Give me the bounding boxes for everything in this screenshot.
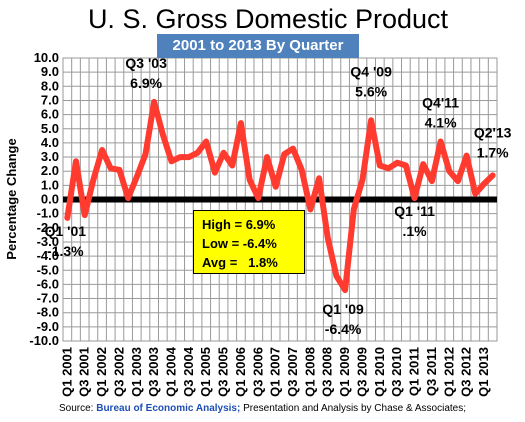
stats-low: Low = -6.4% xyxy=(202,236,277,251)
point-annotation: Q1 '09 -6.4% xyxy=(322,301,364,337)
annotation-line: 6.9% xyxy=(130,75,162,91)
source-note: Source: Bureau of Economic Analysis; Pre… xyxy=(0,403,525,414)
y-tick-label: 1.0 xyxy=(41,177,59,192)
x-tick-label: Q1 2013 xyxy=(476,347,491,397)
y-tick-label: 3.0 xyxy=(41,149,59,164)
point-annotation: Q4 '09 5.6% xyxy=(350,63,392,99)
point-annotation: Q1 '01 -1.3% xyxy=(45,223,87,259)
x-tick-label: Q3 2004 xyxy=(181,346,196,397)
y-tick-label: 0.0 xyxy=(41,192,59,207)
x-tick-label: Q3 2011 xyxy=(424,347,439,396)
x-tick-label: Q1 2002 xyxy=(94,347,109,397)
y-tick-label: -10.0 xyxy=(29,333,59,348)
stats-high: High = 6.9% xyxy=(202,217,276,232)
x-tick-label: Q3 2003 xyxy=(146,347,161,397)
annotation-line: 5.6% xyxy=(355,83,387,99)
x-tick-label: Q1 2009 xyxy=(337,347,352,397)
x-tick-label: Q1 2004 xyxy=(164,346,179,397)
x-tick-label: Q3 2002 xyxy=(111,347,126,397)
x-tick-label: Q3 2008 xyxy=(320,347,335,397)
y-ticks: 10.09.08.07.06.05.04.03.02.01.00.0-1.0-2… xyxy=(29,50,59,348)
y-tick-label: 4.0 xyxy=(41,135,59,150)
x-tick-label: Q1 2010 xyxy=(372,347,387,397)
point-annotation: Q4'11 4.1% xyxy=(422,94,459,130)
y-tick-label: 2.0 xyxy=(41,163,59,178)
x-tick-label: Q3 2001 xyxy=(77,347,92,397)
annotation-line: Q3 '03 xyxy=(125,55,167,71)
annotation-line: -6.4% xyxy=(325,321,362,337)
x-tick-label: Q1 2006 xyxy=(233,347,248,397)
y-tick-label: 10.0 xyxy=(34,50,59,65)
point-annotation: Q1 '11 .1% xyxy=(394,203,435,239)
y-tick-label: -8.0 xyxy=(37,305,59,320)
x-tick-label: Q3 2012 xyxy=(459,347,474,397)
annotation-line: Q1 '09 xyxy=(322,301,364,317)
x-tick-label: Q1 2008 xyxy=(302,347,317,397)
x-tick-label: Q1 2005 xyxy=(198,347,213,397)
x-tick-label: Q1 2011 xyxy=(407,347,422,396)
source-prefix: Source: xyxy=(58,403,94,414)
y-tick-label: -5.0 xyxy=(37,262,59,277)
annotation-line: Q4'11 xyxy=(422,94,459,110)
annotation-line: -1.3% xyxy=(47,243,84,259)
x-tick-label: Q3 2005 xyxy=(216,347,231,397)
point-annotation: Q2'13 1.7% xyxy=(474,124,512,160)
y-tick-label: 8.0 xyxy=(41,78,59,93)
annotation-line: 1.7% xyxy=(477,144,509,160)
series xyxy=(64,98,496,294)
x-tick-label: Q1 2003 xyxy=(129,347,144,397)
stats-avg: Avg = 1.8% xyxy=(202,255,278,270)
y-tick-label: 9.0 xyxy=(41,64,59,79)
chart-title: U. S. Gross Domestic Product xyxy=(88,4,449,34)
y-tick-label: -9.0 xyxy=(37,319,59,334)
y-tick-label: -3.0 xyxy=(37,234,59,249)
x-tick-label: Q3 2007 xyxy=(285,347,300,397)
x-tick-label: Q3 2010 xyxy=(389,347,404,397)
y-axis-label: Percentage Change xyxy=(4,138,19,259)
x-tick-label: Q1 2001 xyxy=(59,347,74,397)
gdp-series-line xyxy=(64,98,496,294)
annotation-line: .1% xyxy=(402,223,427,239)
annotations: Q1 '01 -1.3% Q3 '03 6.9% Q1 '09 -6.4% Q4 '09 5.… xyxy=(45,55,512,337)
x-tick-label: Q1 2007 xyxy=(268,347,283,397)
annotation-line: Q4 '09 xyxy=(350,63,392,79)
annotation-line: Q1 '01 xyxy=(45,223,87,239)
y-tick-label: -1.0 xyxy=(37,206,59,221)
chart-subtitle: 2001 to 2013 By Quarter xyxy=(157,34,359,58)
annotation-line: Q2'13 xyxy=(474,124,512,140)
annotation-line: 4.1% xyxy=(425,114,457,130)
y-tick-label: -2.0 xyxy=(37,220,59,235)
y-tick-label: 5.0 xyxy=(41,121,59,136)
x-tick-label: Q3 2006 xyxy=(250,347,265,397)
y-tick-label: -7.0 xyxy=(37,291,59,306)
source-link[interactable]: Bureau of Economic Analysis; xyxy=(96,403,241,414)
annotation-line: Q1 '11 xyxy=(394,203,435,219)
x-tick-label: Q1 2012 xyxy=(441,347,456,397)
y-tick-label: -6.0 xyxy=(37,276,59,291)
point-annotation: Q3 '03 6.9% xyxy=(125,55,167,91)
source-suffix: Presentation and Analysis by Chase & Ass… xyxy=(243,403,467,414)
y-tick-label: 6.0 xyxy=(41,107,59,122)
x-tick-label: Q3 2009 xyxy=(354,347,369,397)
x-ticks: Q1 2001 Q3 2001 Q1 2002 Q3 2002 Q1 2003 Q3 20… xyxy=(59,346,491,397)
y-tick-label: -4.0 xyxy=(37,248,59,263)
y-tick-label: 7.0 xyxy=(41,92,59,107)
stats-box: High = 6.9% Low = -6.4% Avg = 1.8% xyxy=(193,210,305,274)
